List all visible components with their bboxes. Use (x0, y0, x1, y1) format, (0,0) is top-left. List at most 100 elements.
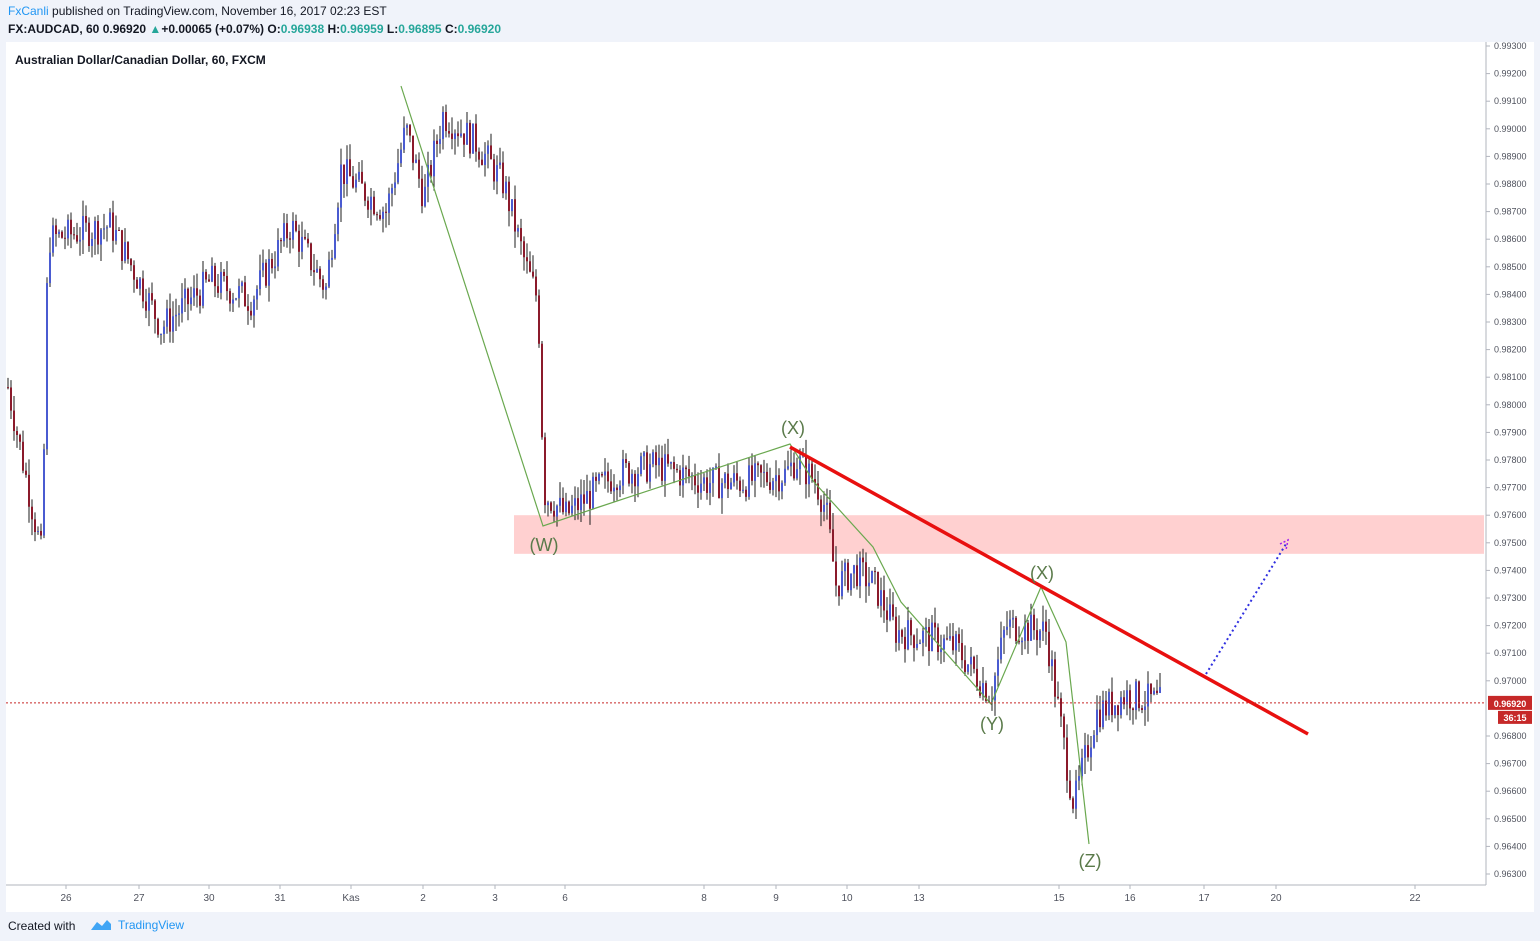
y-tick-label: 0.97300 (1494, 593, 1527, 603)
candle (1072, 796, 1074, 814)
candle (1012, 609, 1014, 628)
candle (286, 213, 288, 248)
high-value: 0.96959 (340, 22, 384, 36)
candle (1009, 610, 1011, 639)
y-tick-label: 0.97100 (1494, 648, 1527, 658)
candle (145, 288, 147, 319)
candle (556, 504, 558, 527)
last-price: 0.96920 (102, 22, 147, 36)
candle (628, 461, 630, 487)
candle (532, 255, 534, 279)
candle (973, 655, 975, 674)
candle (928, 619, 930, 666)
candle (661, 445, 663, 486)
candle (520, 218, 522, 255)
candle (664, 443, 666, 497)
candle (592, 472, 594, 510)
candle (619, 480, 621, 498)
candle (961, 629, 963, 669)
candle (241, 280, 243, 293)
candle (316, 259, 318, 274)
close-value: 0.96920 (457, 22, 502, 36)
candle (967, 664, 969, 675)
candle (772, 477, 774, 496)
candle (922, 626, 924, 657)
candle (178, 305, 180, 327)
candle (103, 213, 105, 240)
candle (685, 465, 687, 484)
candle (784, 460, 786, 486)
candle (895, 607, 897, 652)
author-link[interactable]: FxCanli (8, 4, 49, 18)
candle (916, 628, 918, 651)
candle (790, 448, 792, 477)
x-tick-label: 3 (492, 893, 498, 904)
chart-frame[interactable]: 0.96920 36:15 (W) (X) (Y) (X) (Z) 0.99300 0.992… (6, 41, 1534, 912)
candle (694, 463, 696, 495)
candle (937, 623, 939, 661)
candle (325, 283, 327, 300)
candle (19, 433, 21, 451)
candle (1048, 618, 1050, 674)
candle (115, 215, 117, 245)
x-tick-label: 26 (60, 893, 72, 904)
y-tick-label: 0.98400 (1494, 289, 1527, 299)
candle (193, 275, 195, 306)
candle (22, 430, 24, 474)
x-tick-label: 2 (420, 893, 426, 904)
candle (952, 622, 954, 655)
candle (232, 292, 234, 312)
candle (388, 187, 390, 226)
candle (1102, 690, 1104, 730)
candle (835, 546, 837, 597)
candle (601, 471, 603, 478)
candle (394, 172, 396, 196)
candle (832, 512, 834, 562)
candle (889, 588, 891, 622)
candle (1141, 705, 1143, 714)
candle (1093, 730, 1095, 749)
y-tick-label: 0.98300 (1494, 317, 1527, 327)
candle (940, 634, 942, 664)
candle (79, 227, 81, 256)
candle (1114, 705, 1116, 719)
candle (493, 153, 495, 190)
candle (88, 217, 90, 252)
candle (1015, 615, 1017, 645)
y-tick-label: 0.98100 (1494, 372, 1527, 382)
candle (700, 469, 702, 500)
candle (187, 287, 189, 321)
candle (589, 480, 591, 525)
candle (382, 206, 384, 233)
chart-header: FxCanli published on TradingView.com, No… (0, 0, 1540, 42)
candle (955, 630, 957, 666)
candle (427, 151, 429, 203)
candle (160, 333, 162, 345)
candle (253, 295, 255, 328)
price-chart[interactable]: 0.96920 36:15 (W) (X) (Y) (X) (Z) 0.99300 0.992… (6, 41, 1534, 912)
candle (313, 253, 315, 286)
candle (1084, 732, 1086, 774)
candle (1057, 681, 1059, 700)
candle (304, 229, 306, 241)
candle (793, 452, 795, 481)
candle (250, 301, 252, 321)
candle (94, 216, 96, 255)
candle (106, 225, 108, 242)
candle (379, 209, 381, 221)
candle (862, 548, 864, 577)
candle (442, 106, 444, 150)
candle (415, 154, 417, 164)
candle (406, 123, 408, 136)
candle (997, 646, 999, 688)
candle (16, 426, 18, 448)
candle (754, 455, 756, 498)
symbol-label: FX:AUDCAD, 60 (8, 22, 100, 36)
candle (736, 462, 738, 490)
x-tick-label: 17 (1198, 893, 1210, 904)
chart-title: Australian Dollar/Canadian Dollar, 60, F… (15, 53, 266, 67)
candle (100, 228, 102, 261)
candle (913, 634, 915, 662)
candle (850, 573, 852, 596)
tradingview-link[interactable]: TradingView (90, 918, 184, 932)
